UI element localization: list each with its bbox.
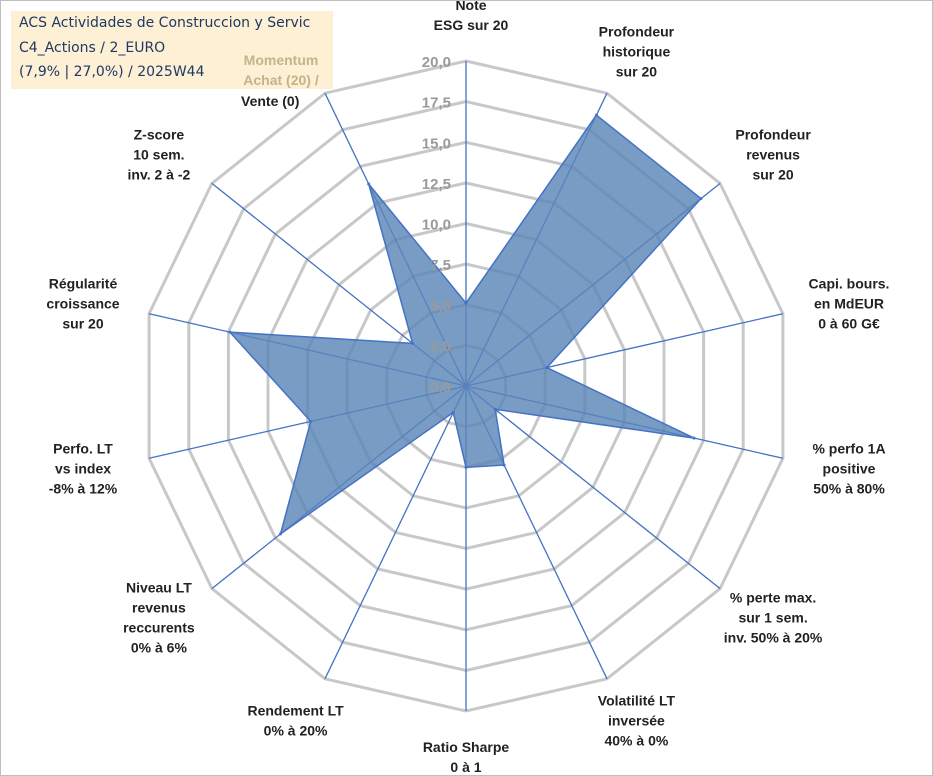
series-layer (228, 113, 703, 536)
axis-label-0: Note ESG sur 20 (434, 1, 509, 33)
momentum-label-line1: Momentum (243, 52, 319, 68)
data-point-10 (309, 419, 313, 423)
data-point-4 (692, 436, 696, 440)
axis-label-4: % perfo 1A positive 50% à 80% (812, 441, 885, 497)
data-point-6 (502, 463, 506, 467)
axis-label-9: Niveau LT revenus reccurents 0% à 6% (123, 579, 195, 655)
data-point-11 (228, 330, 232, 334)
momentum-label-line3: Vente (0) (241, 93, 300, 109)
axis-label-11: Régularité croissance sur 20 (46, 275, 119, 331)
data-point-12 (411, 341, 415, 345)
axis-label-7: Ratio Sharpe 0 à 1 (423, 739, 510, 775)
axis-label-6: Volatilité LT inversée 40% à 0% (598, 692, 676, 748)
tick-label-7: 17,5 (422, 95, 451, 112)
portfolio-info: C4_Actions / 2_EURO (19, 40, 166, 56)
tick-layer: 0,0 2,5 5,0 7,5 10,0 12,5 15,0 17,5 20,0 (422, 54, 451, 396)
data-point-8 (451, 410, 455, 414)
data-point-1 (594, 113, 598, 117)
data-point-7 (464, 465, 468, 469)
tick-label-3: 7,5 (430, 257, 451, 274)
axis-label-5: % perte max. sur 1 sem. inv. 50% à 20% (724, 589, 823, 645)
performance-week: (7,9% | 27,0%) / 2025W44 (19, 64, 205, 80)
data-point-5 (493, 407, 497, 411)
data-point-9 (279, 532, 282, 536)
tick-label-5: 12,5 (422, 176, 451, 193)
data-point-0 (464, 301, 468, 305)
tick-label-2: 5,0 (430, 298, 451, 315)
label-layer: Note ESG sur 20 Profondeur historique sur 20… (46, 1, 889, 775)
info-box: ACS Actividades de Construccion y Servic… (11, 11, 333, 89)
axis-spoke-5 (465, 385, 721, 590)
tick-label-1: 2,5 (430, 338, 451, 355)
tick-label-0: 0,0 (430, 379, 451, 396)
company-name: ACS Actividades de Construccion y Servic (19, 15, 311, 31)
axis-label-3: Capi. bours. en MdEUR 0 à 60 G€ (809, 275, 890, 331)
axis-spoke-8 (324, 385, 467, 680)
axis-label-2: Profondeur revenus sur 20 (735, 127, 811, 183)
data-point-3 (545, 366, 549, 370)
axis-label-1: Profondeur historique sur 20 (599, 24, 675, 80)
momentum-label-line2: Achat (20) / (243, 72, 319, 88)
data-point-2 (699, 197, 703, 201)
tick-label-6: 15,0 (422, 135, 451, 152)
axis-label-12: Z-score 10 sem. inv. 2 à -2 (128, 127, 191, 183)
tick-label-8: 20,0 (422, 54, 451, 71)
axis-label-10: Perfo. LT vs index -8% à 12% (49, 441, 118, 497)
axis-label-8: Rendement LT 0% à 20% (247, 702, 344, 738)
data-point-13 (367, 182, 371, 186)
tick-label-4: 10,0 (422, 217, 451, 234)
